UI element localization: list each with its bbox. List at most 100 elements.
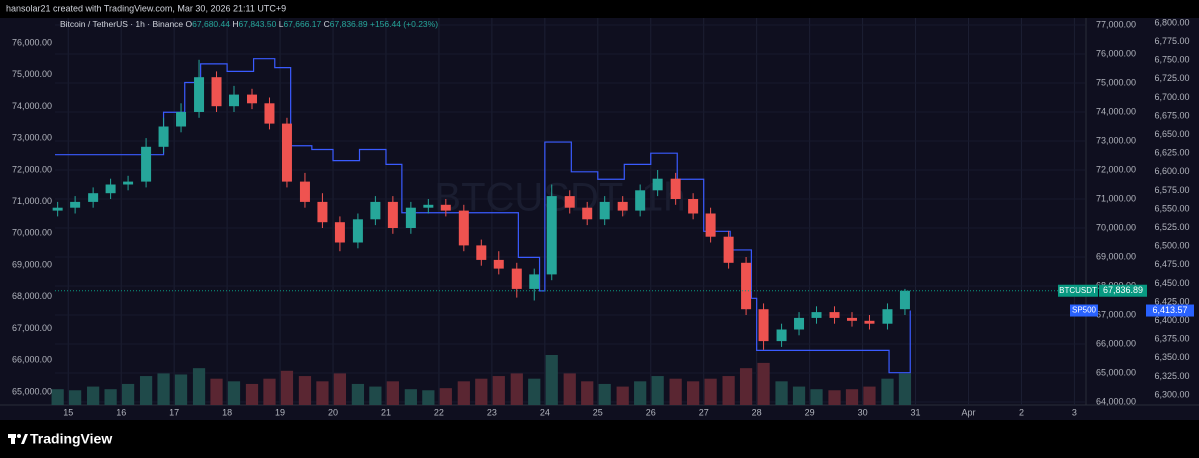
legend-item: +156.44 (+0.23%) xyxy=(370,19,438,29)
footer-brand: TradingView xyxy=(30,431,112,447)
candle-body xyxy=(194,77,205,112)
legend-item: O xyxy=(186,19,193,29)
volume-bar xyxy=(333,373,347,405)
y-tick-label: 73,000.00 xyxy=(1096,135,1136,145)
y-left-tick-label: 72,000.00 xyxy=(12,164,52,174)
volume-bar xyxy=(581,381,594,405)
legend-item: H xyxy=(232,19,238,29)
candle-body xyxy=(141,146,152,182)
volume-bar xyxy=(545,355,558,405)
legend-item: 67,680.44 xyxy=(192,19,230,29)
x-tick-label: 20 xyxy=(328,407,338,417)
volume-bar xyxy=(439,388,452,405)
y2-tick-label: 6,375.00 xyxy=(1154,334,1189,344)
y2-tick-label: 6,800.00 xyxy=(1154,17,1189,27)
logo xyxy=(8,434,28,444)
x-tick-label: 30 xyxy=(858,407,868,417)
legend-item: Bitcoin / TetherUS · 1h · Binance xyxy=(60,19,183,29)
price-tag-name-box xyxy=(1070,304,1098,317)
x-tick-label: 16 xyxy=(116,407,126,417)
candle-body xyxy=(176,111,187,127)
x-tick-label: 17 xyxy=(169,407,179,417)
y-tick-label: 72,000.00 xyxy=(1096,164,1136,174)
price-tag-name: BTCUSDT xyxy=(1059,286,1097,295)
y2-tick-label: 6,600.00 xyxy=(1154,166,1189,176)
y2-tick-label: 6,550.00 xyxy=(1154,203,1189,213)
volume-bar xyxy=(104,389,117,405)
candle-body xyxy=(864,320,875,324)
volume-bar xyxy=(386,381,399,405)
x-tick-label: 22 xyxy=(434,407,444,417)
legend-item: L xyxy=(279,19,284,29)
volume-bar xyxy=(87,386,100,405)
volume-bar xyxy=(687,381,700,405)
candle-body xyxy=(811,312,822,318)
volume-bar xyxy=(174,374,188,405)
y-tick-label: 75,000.00 xyxy=(1096,77,1136,87)
y2-tick-label: 6,400.00 xyxy=(1154,315,1189,325)
legend-item: 67,836.89 xyxy=(330,19,368,29)
candle-body xyxy=(899,290,910,310)
candle-body xyxy=(211,77,222,107)
x-tick-label: 27 xyxy=(699,407,709,417)
y-tick-label: 70,000.00 xyxy=(1096,222,1136,232)
y-left-tick-label: 73,000.00 xyxy=(12,133,52,143)
candle-body xyxy=(246,94,257,104)
x-tick-label: 3 xyxy=(1072,407,1077,417)
volume-bar xyxy=(898,373,912,405)
volume-bar xyxy=(316,381,329,405)
y-tick-label: 74,000.00 xyxy=(1096,106,1136,116)
candle-body xyxy=(511,268,522,289)
volume-bar xyxy=(792,386,806,405)
candle-body xyxy=(652,178,663,191)
volume-bar xyxy=(157,373,170,405)
candle-body xyxy=(52,207,63,211)
volume-bar xyxy=(475,378,488,405)
volume-bar xyxy=(51,389,64,405)
x-tick-label: 28 xyxy=(752,407,762,417)
x-tick-label: 2 xyxy=(1019,407,1024,417)
y2-tick-label: 6,700.00 xyxy=(1154,92,1189,102)
y2-tick-label: 6,775.00 xyxy=(1154,36,1189,46)
y2-tick-label: 6,500.00 xyxy=(1154,241,1189,251)
legend: Bitcoin / TetherUS · 1h · Binance O67,68… xyxy=(60,19,438,29)
volume-bar xyxy=(404,389,417,405)
price-tag-name-box xyxy=(1058,284,1098,297)
x-tick-label: 26 xyxy=(646,407,656,417)
candle-body xyxy=(123,181,134,185)
candle-body xyxy=(158,126,169,147)
y2-tick-label: 6,525.00 xyxy=(1154,222,1189,232)
candle-body xyxy=(582,207,593,220)
volume-bar xyxy=(510,373,523,405)
volume-bar xyxy=(669,378,682,405)
x-tick-label: 24 xyxy=(540,407,550,417)
legend-item: 67,666.17 xyxy=(283,19,321,29)
y2-tick-label: 6,475.00 xyxy=(1154,259,1189,269)
y2-tick-label: 6,425.00 xyxy=(1154,296,1189,306)
volume-bar xyxy=(139,376,153,405)
candle-body xyxy=(705,213,716,237)
volume-bar xyxy=(263,378,276,405)
y-tick-label: 67,000.00 xyxy=(1096,309,1136,319)
volume-bar xyxy=(492,376,505,405)
candle-body xyxy=(617,201,628,211)
x-tick-label: 18 xyxy=(222,407,232,417)
y-tick-label: 64,000.00 xyxy=(1096,396,1136,406)
volume-bar xyxy=(369,386,382,405)
candle-body xyxy=(281,123,292,182)
candle-body xyxy=(387,201,398,229)
price-tag-name: SP500 xyxy=(1072,306,1097,315)
candle-body xyxy=(405,207,416,229)
price-tag-value: 6,413.57 xyxy=(1152,305,1187,315)
volume-bar xyxy=(616,386,629,405)
candle-body xyxy=(88,193,99,202)
x-tick-label: 23 xyxy=(487,407,497,417)
price-tag-box xyxy=(1146,304,1194,317)
volume-bar xyxy=(457,381,470,405)
y-left-tick-label: 66,000.00 xyxy=(12,355,52,365)
y-left-tick-label: 65,000.00 xyxy=(12,386,52,396)
y2-tick-label: 6,350.00 xyxy=(1154,352,1189,362)
candle-body xyxy=(723,236,734,263)
candle-body xyxy=(440,204,451,211)
candle-body xyxy=(352,219,363,243)
